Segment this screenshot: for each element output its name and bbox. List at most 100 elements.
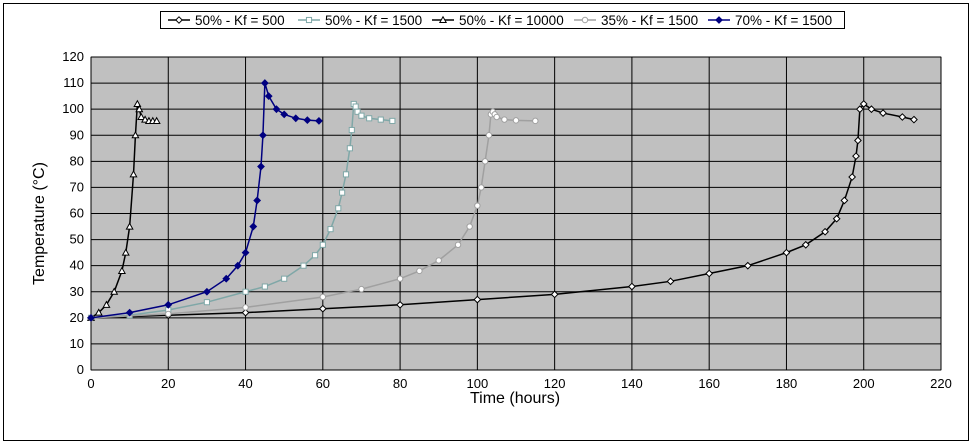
data-point-0-21 <box>867 105 876 114</box>
data-point-4-6 <box>241 248 250 257</box>
legend-marker-symbol <box>581 16 589 24</box>
x-tick-label-1: 20 <box>161 376 175 391</box>
x-tick-label-8: 160 <box>698 376 720 391</box>
y-tick-label-0: 0 <box>77 362 84 377</box>
data-point-1-21 <box>377 116 384 123</box>
data-point-0-13 <box>821 227 829 236</box>
data-point-2-3 <box>110 287 119 295</box>
data-point-4-2 <box>164 300 173 309</box>
data-point-3-6 <box>416 267 423 275</box>
data-point-1-6 <box>281 275 288 282</box>
data-point-0-9 <box>705 269 714 278</box>
data-point-0-12 <box>801 240 810 249</box>
data-point-3-5 <box>396 275 404 282</box>
y-axis-title: Temperature (°C) <box>31 162 48 285</box>
data-point-1-7 <box>300 262 307 269</box>
x-tick-label-3: 60 <box>316 376 330 391</box>
legend-marker-symbol <box>715 16 723 24</box>
legend-label-70-kf1500: 70% - Kf = 1500 <box>735 12 833 28</box>
data-point-2-2 <box>102 300 111 308</box>
data-point-1-18 <box>354 108 361 115</box>
data-point-4-0 <box>87 313 95 322</box>
x-tick-label-2: 40 <box>238 376 252 391</box>
x-tick-label-9: 180 <box>776 376 798 391</box>
data-point-0-2 <box>241 308 250 317</box>
x-axis-title: Time (hours) <box>470 390 560 407</box>
series-0 <box>87 100 918 322</box>
data-point-4-4 <box>222 274 231 283</box>
data-point-1-3 <box>203 299 210 306</box>
data-point-0-14 <box>832 214 841 223</box>
legend-marker-70-kf1500 <box>708 16 730 24</box>
legend-label-kf500: 50% - Kf = 500 <box>195 12 285 28</box>
series-2 <box>86 99 161 321</box>
data-point-0-10 <box>743 261 752 270</box>
data-point-1-20 <box>366 115 373 122</box>
y-tick-label-10: 100 <box>62 101 84 116</box>
data-point-3-13 <box>485 132 493 139</box>
data-point-1-22 <box>389 117 396 124</box>
data-point-4-13 <box>272 105 281 114</box>
y-tick-label-11: 110 <box>63 75 84 90</box>
data-point-4-8 <box>253 196 262 205</box>
data-point-4-5 <box>233 261 242 270</box>
x-tick-labels: 0 20 40 60 80 100 120 140 160 180 200 220 <box>87 376 951 391</box>
data-point-4-14 <box>280 110 289 119</box>
legend-marker-symbol <box>305 16 313 24</box>
data-point-3-2 <box>242 304 249 311</box>
data-point-0-4 <box>396 300 404 309</box>
y-tick-label-8: 80 <box>70 153 84 168</box>
data-point-1-11 <box>335 205 342 212</box>
data-point-0-16 <box>848 173 857 181</box>
data-point-3-8 <box>454 241 462 249</box>
data-point-2-5 <box>121 248 130 256</box>
x-tick-label-4: 80 <box>393 376 407 391</box>
data-point-2-15 <box>152 116 161 124</box>
data-point-3-17 <box>493 113 500 121</box>
data-point-0-7 <box>628 282 636 291</box>
data-point-2-1 <box>94 308 103 316</box>
data-point-4-17 <box>315 116 323 125</box>
x-tick-label-6: 120 <box>544 376 566 391</box>
data-point-2-9 <box>133 99 142 108</box>
data-point-0-24 <box>910 115 918 124</box>
data-point-2-11 <box>137 112 146 121</box>
x-tick-label-7: 140 <box>621 376 643 391</box>
series-4 <box>87 79 323 322</box>
data-point-1-8 <box>312 252 319 259</box>
data-point-0-20 <box>859 100 868 108</box>
data-point-4-9 <box>257 162 265 171</box>
data-point-2-8 <box>131 131 140 139</box>
data-point-0-3 <box>318 304 327 313</box>
data-point-0-5 <box>473 295 482 304</box>
data-point-0-17 <box>852 152 860 161</box>
series-3 <box>87 108 539 322</box>
legend-label-kf1500: 50% - Kf = 1500 <box>325 12 423 28</box>
y-tick-label-4: 40 <box>70 258 84 273</box>
legend-marker-kf1500 <box>298 16 320 24</box>
data-point-4-10 <box>259 131 267 140</box>
data-point-1-10 <box>327 226 334 233</box>
data-point-1-14 <box>346 145 353 152</box>
data-point-1-13 <box>342 171 350 178</box>
data-point-0-11 <box>782 248 791 257</box>
data-point-4-11 <box>260 79 269 87</box>
y-tick-label-2: 20 <box>70 310 84 325</box>
data-point-2-7 <box>129 170 138 178</box>
legend-marker-kf10000 <box>432 15 454 24</box>
data-point-3-7 <box>435 257 442 264</box>
data-point-4-16 <box>303 116 312 125</box>
data-point-1-17 <box>352 103 359 110</box>
legend-label-35-kf1500: 35% - Kf = 1500 <box>601 12 699 28</box>
data-point-1-12 <box>339 189 346 196</box>
data-point-3-3 <box>319 293 327 301</box>
x-tick-label-10: 200 <box>853 376 875 391</box>
data-point-2-6 <box>125 222 134 230</box>
data-point-0-6 <box>550 290 559 299</box>
y-tick-labels: 0 10 20 30 40 50 60 70 80 90 100 110 120 <box>62 49 84 377</box>
data-point-2-12 <box>141 115 150 123</box>
data-point-3-4 <box>358 285 365 293</box>
data-point-1-15 <box>348 126 355 134</box>
y-tick-label-12: 120 <box>62 49 84 64</box>
data-point-0-18 <box>854 136 862 145</box>
